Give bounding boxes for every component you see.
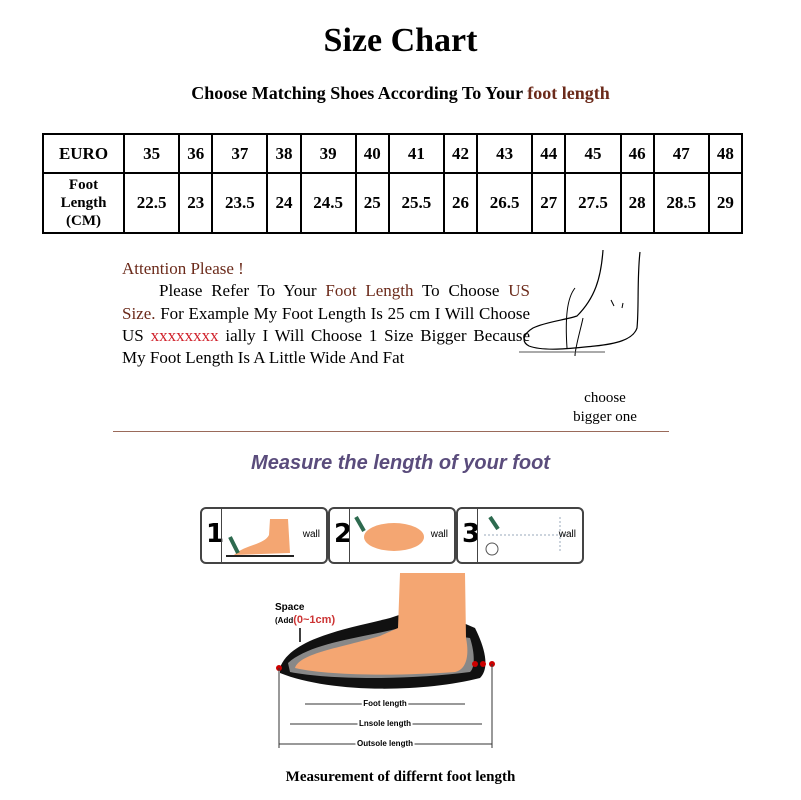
note-text: To Choose	[413, 281, 509, 301]
subtitle-highlight: foot length	[527, 83, 610, 103]
foot-length-cell: 24	[266, 172, 302, 234]
step-2-panel: 2 wall	[328, 507, 456, 564]
foot-length-header: Foot Length (CM)	[42, 172, 125, 234]
choose-line: bigger one	[573, 409, 637, 425]
shoe-measurement-diagram: Space (Add(0~1cm) Foot length Lnsole len…	[275, 573, 495, 750]
foot-length-cell: 26	[443, 172, 479, 234]
attention-note: Attention Please ! Please Refer To Your …	[122, 258, 530, 369]
foot-length-cell: 22.5	[122, 172, 181, 234]
header-line: (CM)	[66, 213, 101, 229]
euro-size-cell: 43	[476, 133, 534, 174]
euro-size-cell: 47	[652, 133, 710, 174]
size-table: EURO 35 36 37 38 39 40 41 42 43 44 45 46 47 48 Foot Le…	[42, 133, 744, 234]
foot-top-icon	[354, 516, 424, 551]
header-line: Foot	[68, 177, 99, 193]
step-number: 3	[462, 519, 481, 549]
euro-size-cell: 48	[707, 133, 744, 174]
step-number: 1	[206, 519, 225, 549]
subtitle: Choose Matching Shoes According To Your …	[0, 83, 801, 104]
euro-size-cell: 37	[211, 133, 269, 174]
step-1-panel: 1 wall	[200, 507, 328, 564]
foot-length-row: Foot Length (CM) 22.5 23 23.5 24 24.5 25 25.5 26 2…	[42, 172, 744, 234]
foot-sketch-icon	[519, 249, 641, 357]
euro-row: EURO 35 36 37 38 39 40 41 42 43 44 45 46 47 48	[42, 133, 744, 174]
euro-size-cell: 40	[354, 133, 390, 174]
note-text: ially I Will Choose 1 Size Bigger Becaus…	[122, 325, 531, 368]
foot-shape	[295, 573, 468, 675]
add-prefix: (Add	[275, 616, 293, 625]
foot-length-label: Foot length	[363, 699, 407, 708]
euro-size-cell: 41	[387, 133, 446, 174]
subtitle-text: Choose Matching Shoes According To Your	[191, 83, 528, 103]
foot-length-cell: 26.5	[476, 172, 534, 234]
foot-length-cell: 27	[531, 172, 567, 234]
note-redacted: xxxxxxxx	[150, 325, 219, 345]
euro-size-cell: 38	[266, 133, 302, 174]
add-label: (Add(0~1cm)	[275, 614, 335, 626]
header-line: Length	[60, 195, 107, 211]
page-title: Size Chart	[323, 22, 478, 59]
foot-length-cell: 25	[354, 172, 390, 234]
caption: Measurement of differnt foot length	[285, 769, 516, 785]
measure-title: Measure the length of your foot	[251, 452, 550, 474]
euro-header: EURO	[42, 133, 125, 174]
foot-length-cell: 27.5	[564, 172, 622, 234]
foot-length-cell: 23.5	[211, 172, 269, 234]
note-heading: Attention Please !	[122, 259, 244, 278]
insole-length-label: Lnsole length	[359, 719, 411, 728]
wall-label: wall	[430, 529, 448, 540]
euro-size-cell: 46	[619, 133, 655, 174]
step-3-panel: 3 wall	[456, 507, 584, 564]
foot-length-cell: 29	[707, 172, 744, 234]
add-value: (0~1cm)	[293, 614, 335, 626]
foot-length-cell: 23	[178, 172, 214, 234]
euro-size-cell: 35	[122, 133, 181, 174]
euro-size-cell: 42	[443, 133, 479, 174]
note-body: Please Refer To Your Foot Length To Choo…	[122, 280, 530, 369]
space-label: Space	[275, 602, 305, 613]
note-text: For Example My Foot Length Is 25 cm I Wi…	[122, 303, 530, 345]
note-text: Please Refer To Your	[159, 281, 326, 301]
euro-size-cell: 39	[299, 133, 357, 174]
note-highlight: US Size.	[122, 281, 530, 323]
ruler-icon	[484, 515, 568, 556]
euro-size-cell: 44	[531, 133, 567, 174]
outsole-length-label: Outsole length	[357, 739, 413, 748]
euro-size-cell: 45	[564, 133, 622, 174]
divider	[113, 431, 669, 432]
choose-bigger-label: choose bigger one	[560, 389, 650, 427]
foot-length-cell: 28.5	[652, 172, 710, 234]
euro-size-cell: 36	[178, 133, 214, 174]
wall-label: wall	[558, 529, 576, 540]
foot-side-icon	[226, 519, 294, 557]
foot-length-cell: 28	[619, 172, 655, 234]
note-highlight: Foot Length	[325, 281, 414, 301]
foot-length-cell: 25.5	[387, 172, 446, 234]
foot-length-cell: 24.5	[299, 172, 357, 234]
wall-label: wall	[302, 529, 320, 540]
step-number: 2	[334, 519, 353, 549]
choose-line: choose	[584, 390, 626, 406]
